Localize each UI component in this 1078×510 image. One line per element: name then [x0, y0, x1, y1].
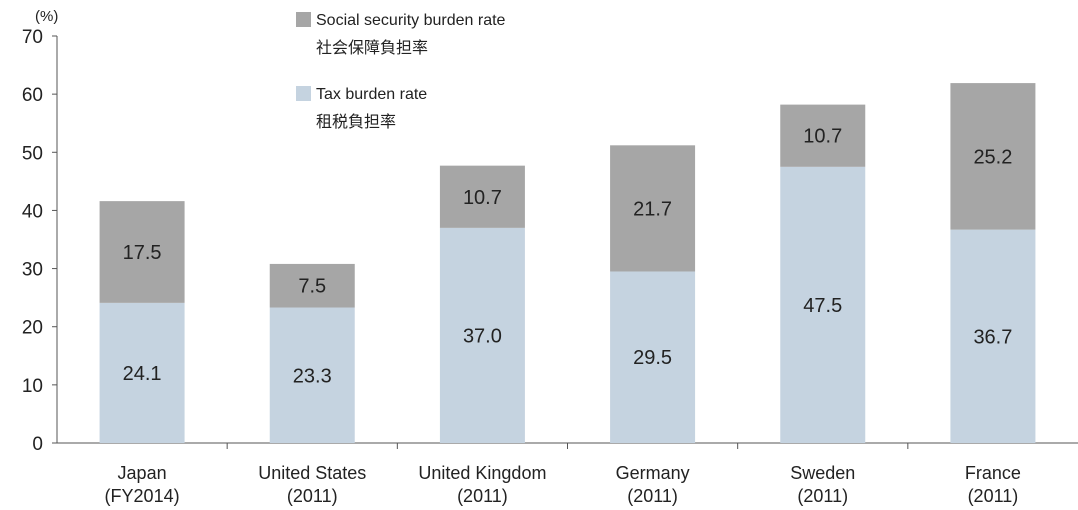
data-label-social-1: 7.5 — [298, 276, 326, 298]
bars: 24.1 17.5 23.3 7.5 37.0 10.7 29.5 21.7 47.5 10.7 3… — [99, 83, 1036, 444]
bar-social-1 — [269, 263, 355, 308]
y-tick-label: 30 — [22, 260, 43, 281]
y-tick-label: 50 — [22, 143, 43, 164]
bar-tax-1 — [269, 307, 355, 443]
x-category-label: (2011) — [797, 486, 848, 506]
legend-swatch-tax — [296, 86, 311, 101]
legend-swatch-social — [296, 12, 311, 27]
x-category-label: (2011) — [968, 486, 1019, 506]
x-category-label: (2011) — [457, 486, 508, 506]
data-label-tax-0: 24.1 — [123, 363, 162, 385]
data-label-tax-2: 37.0 — [463, 325, 502, 347]
bar-tax-4 — [780, 166, 866, 444]
y-unit-label: (%) — [35, 8, 58, 25]
x-category-label: (FY2014) — [105, 486, 180, 506]
bar-social-3 — [610, 145, 696, 272]
data-label-tax-5: 36.7 — [973, 326, 1012, 348]
legend-label-tax: Tax burden rate — [316, 86, 427, 103]
y-tick-label: 70 — [22, 27, 43, 48]
y-tick-label: 20 — [22, 318, 43, 339]
data-label-social-5: 25.2 — [973, 146, 1012, 168]
x-category-label: France — [965, 463, 1021, 483]
x-category-label: (2011) — [287, 486, 338, 506]
bar-tax-3 — [610, 271, 696, 443]
data-label-social-3: 21.7 — [633, 198, 672, 220]
bar-social-0 — [99, 201, 185, 303]
bar-social-2 — [439, 165, 525, 228]
x-category-label: (2011) — [627, 486, 678, 506]
data-label-tax-4: 47.5 — [803, 295, 842, 317]
axes: 0 10 20 30 40 50 60 70 (%) Japan (FY2014) United St… — [22, 8, 1078, 506]
legend: Social security burden rate 社会保障負担率 Tax bu… — [296, 12, 506, 131]
x-category-label: Sweden — [790, 463, 855, 483]
bar-tax-0 — [99, 302, 185, 443]
data-label-tax-1: 23.3 — [293, 365, 332, 387]
data-label-social-4: 10.7 — [803, 126, 842, 148]
bar-tax-2 — [439, 227, 525, 443]
y-tick-label: 10 — [22, 376, 43, 397]
legend-label-ja-tax: 租税負担率 — [316, 113, 396, 131]
bar-tax-5 — [950, 229, 1036, 443]
x-category-label: Germany — [616, 463, 690, 483]
legend-label-social: Social security burden rate — [316, 12, 506, 29]
x-category-label: Japan — [118, 463, 167, 483]
data-label-social-2: 10.7 — [463, 187, 502, 209]
y-tick-label: 40 — [22, 201, 43, 222]
y-tick-label: 60 — [22, 85, 43, 106]
data-label-social-0: 17.5 — [123, 242, 162, 264]
bar-social-5 — [950, 83, 1036, 230]
y-tick-label: 0 — [32, 434, 43, 455]
bar-social-4 — [780, 104, 866, 167]
data-label-tax-3: 29.5 — [633, 347, 672, 369]
x-category-label: United States — [258, 463, 366, 483]
legend-label-ja-social: 社会保障負担率 — [316, 39, 428, 57]
x-category-label: United Kingdom — [418, 463, 546, 483]
